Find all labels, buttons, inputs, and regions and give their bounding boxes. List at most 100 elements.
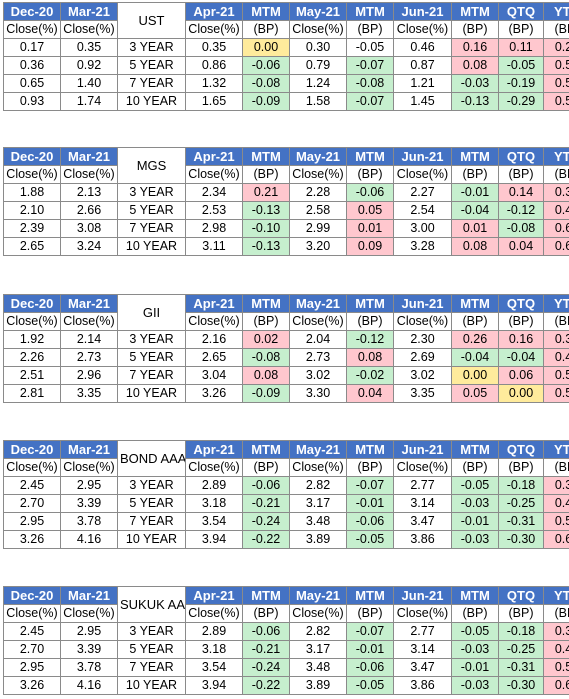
cell-ytd: 0.51 [543, 366, 569, 385]
cell-mar21: 1.74 [60, 92, 118, 111]
cell-mtm-apr: -0.08 [242, 74, 290, 93]
cell-mtm-may: -0.07 [346, 476, 394, 495]
column-header-ytd: YTD [543, 294, 569, 313]
cell-jun21: 0.87 [393, 56, 452, 75]
column-unit: Close(%) [393, 165, 452, 184]
cell-dec20: 2.45 [3, 622, 61, 641]
cell-qtq: -0.18 [498, 476, 544, 495]
cell-mtm-apr: 0.08 [242, 366, 290, 385]
yield-table: Dec-20 Mar-21 UST Apr-21 MTM May-21 MTM Jun-21 M… [3, 2, 569, 111]
column-unit: Close(%) [393, 604, 452, 623]
column-header-mtm-apr: MTM [242, 294, 290, 313]
cell-mtm-apr: -0.21 [242, 494, 290, 513]
cell-tenor: 7 YEAR [117, 74, 186, 93]
column-unit: (BP) [242, 20, 290, 39]
cell-qtq: -0.19 [498, 74, 544, 93]
cell-qtq: -0.31 [498, 658, 544, 677]
cell-dec20: 2.70 [3, 494, 61, 513]
table-row: 2.95 3.78 7 YEAR 3.54 -0.24 3.48 -0.06 3.47 -0.0… [3, 512, 569, 531]
cell-may21: 3.48 [289, 512, 347, 531]
table-bond-aaa: Dec-20 Mar-21 BOND AAA Apr-21 MTM May-21 MTM Ju… [3, 440, 569, 549]
cell-mtm-jun: -0.03 [451, 74, 499, 93]
cell-ytd: 0.52 [543, 658, 569, 677]
cell-tenor: 7 YEAR [117, 219, 186, 238]
cell-dec20: 1.92 [3, 330, 61, 349]
column-unit: (BP) [242, 312, 290, 331]
cell-qtq: -0.25 [498, 494, 544, 513]
cell-dec20: 0.36 [3, 56, 61, 75]
cell-dec20: 1.88 [3, 183, 61, 202]
table-row: 0.17 0.35 3 YEAR 0.35 0.00 0.30 -0.05 0.46 0.16 0… [3, 38, 569, 57]
cell-mtm-may: -0.08 [346, 74, 394, 93]
column-header-qtq: QTQ [498, 440, 544, 459]
cell-tenor: 3 YEAR [117, 476, 186, 495]
column-unit: Close(%) [3, 604, 61, 623]
instrument-name: BOND AAA [117, 440, 186, 477]
cell-mtm-jun: -0.01 [451, 183, 499, 202]
cell-apr21: 0.35 [185, 38, 243, 57]
cell-mar21: 3.35 [60, 384, 118, 403]
cell-mar21: 0.92 [60, 56, 118, 75]
cell-mtm-jun: -0.03 [451, 640, 499, 659]
cell-ytd: 0.60 [543, 530, 569, 549]
column-unit: Close(%) [60, 165, 118, 184]
column-header-mtm-jun: MTM [451, 294, 499, 313]
cell-dec20: 2.39 [3, 219, 61, 238]
table-row: 3.26 4.16 10 YEAR 3.94 -0.22 3.89 -0.05 3.86 -0.… [3, 676, 569, 695]
cell-qtq: -0.04 [498, 348, 544, 367]
cell-may21: 2.58 [289, 201, 347, 220]
cell-mar21: 2.95 [60, 476, 118, 495]
column-unit: (BP) [498, 20, 544, 39]
cell-may21: 0.79 [289, 56, 347, 75]
cell-apr21: 3.54 [185, 512, 243, 531]
cell-mtm-may: -0.05 [346, 38, 394, 57]
column-header-dec20: Dec-20 [3, 294, 61, 313]
table-row: 1.92 2.14 3 YEAR 2.16 0.02 2.04 -0.12 2.30 0.26 0… [3, 330, 569, 349]
column-unit: Close(%) [3, 20, 61, 39]
cell-dec20: 2.95 [3, 512, 61, 531]
cell-qtq: -0.08 [498, 219, 544, 238]
column-header-ytd: YTD [543, 440, 569, 459]
column-header-ytd: YTD [543, 2, 569, 21]
cell-dec20: 2.10 [3, 201, 61, 220]
cell-mtm-apr: -0.21 [242, 640, 290, 659]
column-header-mar21: Mar-21 [60, 440, 118, 459]
header-row: Dec-20 Mar-21 BOND AAA Apr-21 MTM May-21 MTM Ju… [3, 440, 569, 477]
cell-mar21: 2.66 [60, 201, 118, 220]
cell-ytd: 0.60 [543, 676, 569, 695]
cell-may21: 0.30 [289, 38, 347, 57]
cell-apr21: 3.11 [185, 237, 243, 256]
cell-qtq: 0.06 [498, 366, 544, 385]
cell-may21: 1.58 [289, 92, 347, 111]
cell-may21: 3.02 [289, 366, 347, 385]
column-unit: (BP) [451, 312, 499, 331]
column-header-mtm-jun: MTM [451, 586, 499, 605]
cell-mtm-jun: 0.00 [451, 366, 499, 385]
cell-mtm-jun: 0.08 [451, 237, 499, 256]
column-unit: (BP) [242, 165, 290, 184]
cell-apr21: 1.65 [185, 92, 243, 111]
cell-apr21: 3.94 [185, 530, 243, 549]
cell-qtq: 0.16 [498, 330, 544, 349]
cell-mar21: 0.35 [60, 38, 118, 57]
column-header-qtq: QTQ [498, 294, 544, 313]
header-row: Dec-20 Mar-21 GII Apr-21 MTM May-21 MTM Jun-21 M… [3, 294, 569, 331]
column-header-mtm-may: MTM [346, 2, 394, 21]
cell-mtm-apr: -0.10 [242, 219, 290, 238]
column-unit: Close(%) [185, 604, 243, 623]
table-row: 2.95 3.78 7 YEAR 3.54 -0.24 3.48 -0.06 3.47 -0.0… [3, 658, 569, 677]
cell-apr21: 3.94 [185, 676, 243, 695]
column-unit: (BP) [346, 458, 394, 477]
table-row: 2.70 3.39 5 YEAR 3.18 -0.21 3.17 -0.01 3.14 -0.0… [3, 640, 569, 659]
instrument-name: GII [117, 294, 186, 331]
cell-mtm-apr: -0.06 [242, 476, 290, 495]
column-header-mtm-may: MTM [346, 294, 394, 313]
cell-mtm-jun: -0.04 [451, 348, 499, 367]
cell-may21: 2.99 [289, 219, 347, 238]
cell-mtm-apr: -0.13 [242, 201, 290, 220]
cell-tenor: 5 YEAR [117, 494, 186, 513]
cell-mtm-may: -0.02 [346, 366, 394, 385]
column-header-apr21: Apr-21 [185, 440, 243, 459]
